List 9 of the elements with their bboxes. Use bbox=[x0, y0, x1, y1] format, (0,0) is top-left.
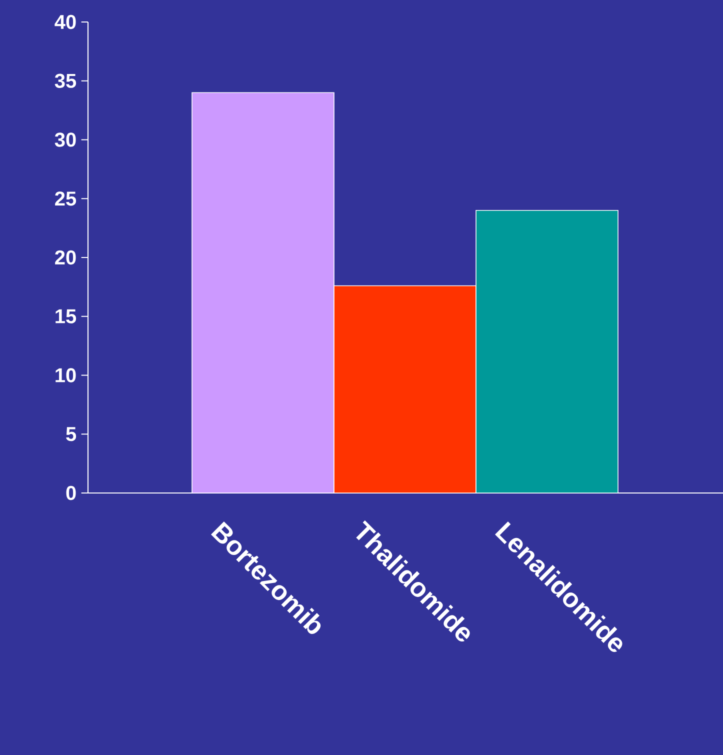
y-tick-label: 0 bbox=[66, 486, 76, 500]
y-tick-label: 15 bbox=[56, 309, 76, 324]
y-tick-label: 30 bbox=[54, 132, 76, 147]
y-tick-label: 40 bbox=[54, 14, 76, 30]
y-tick-label: 10 bbox=[56, 368, 76, 382]
y-tick-label: 25 bbox=[55, 192, 76, 206]
y-tick-label: 5 bbox=[66, 427, 76, 442]
y-tick-label: 20 bbox=[55, 250, 76, 265]
y-tick-label: 35 bbox=[54, 74, 76, 88]
